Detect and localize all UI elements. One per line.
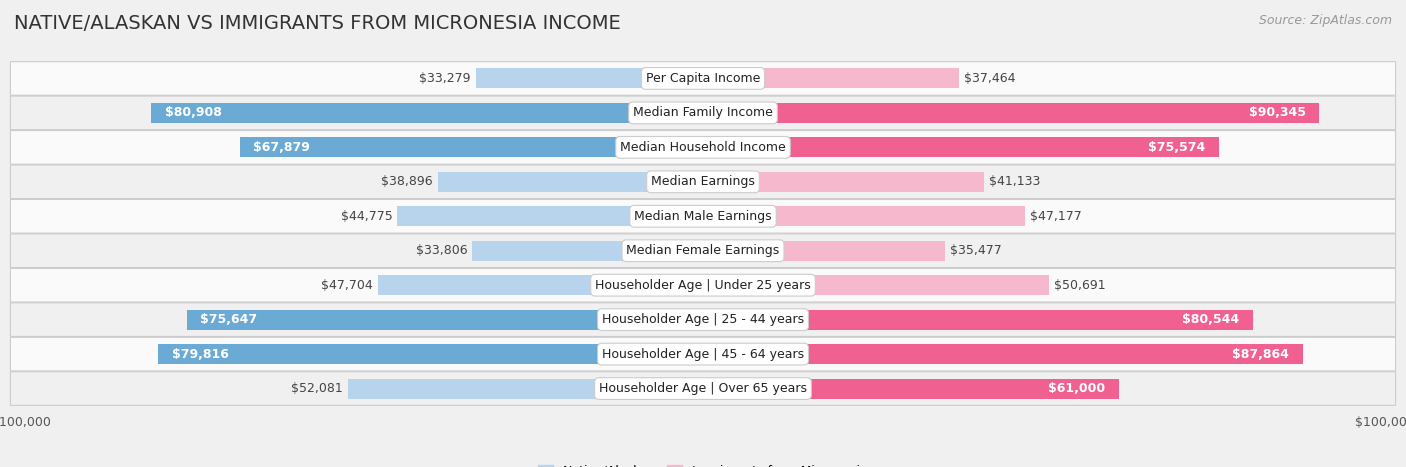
Bar <box>703 275 1049 295</box>
Text: $47,177: $47,177 <box>1031 210 1081 223</box>
Text: $47,704: $47,704 <box>321 279 373 292</box>
Text: Householder Age | 25 - 44 years: Householder Age | 25 - 44 years <box>602 313 804 326</box>
Bar <box>398 206 703 226</box>
Text: $38,896: $38,896 <box>381 175 433 188</box>
Bar <box>475 69 703 88</box>
FancyBboxPatch shape <box>10 131 1396 164</box>
Bar <box>159 344 703 364</box>
Text: Median Male Earnings: Median Male Earnings <box>634 210 772 223</box>
Bar <box>703 172 984 192</box>
Text: Per Capita Income: Per Capita Income <box>645 72 761 85</box>
Bar <box>703 344 1302 364</box>
Text: $75,574: $75,574 <box>1147 141 1205 154</box>
FancyBboxPatch shape <box>10 372 1396 405</box>
Text: Median Household Income: Median Household Income <box>620 141 786 154</box>
Bar <box>377 275 703 295</box>
Text: $80,544: $80,544 <box>1182 313 1239 326</box>
Text: $41,133: $41,133 <box>988 175 1040 188</box>
Bar <box>150 103 703 123</box>
Text: Median Family Income: Median Family Income <box>633 106 773 120</box>
FancyBboxPatch shape <box>10 303 1396 336</box>
FancyBboxPatch shape <box>10 269 1396 302</box>
FancyBboxPatch shape <box>10 165 1396 198</box>
Bar <box>187 310 703 330</box>
Text: Source: ZipAtlas.com: Source: ZipAtlas.com <box>1258 14 1392 27</box>
Bar <box>703 310 1253 330</box>
Text: Median Female Earnings: Median Female Earnings <box>627 244 779 257</box>
Bar <box>703 241 945 261</box>
Text: $50,691: $50,691 <box>1054 279 1105 292</box>
FancyBboxPatch shape <box>10 234 1396 268</box>
Bar <box>240 137 703 157</box>
Bar <box>703 206 1025 226</box>
Text: $75,647: $75,647 <box>201 313 257 326</box>
Legend: Native/Alaskan, Immigrants from Micronesia: Native/Alaskan, Immigrants from Micrones… <box>533 460 873 467</box>
FancyBboxPatch shape <box>10 96 1396 130</box>
Text: $35,477: $35,477 <box>950 244 1002 257</box>
Text: $79,816: $79,816 <box>172 347 229 361</box>
Text: NATIVE/ALASKAN VS IMMIGRANTS FROM MICRONESIA INCOME: NATIVE/ALASKAN VS IMMIGRANTS FROM MICRON… <box>14 14 621 33</box>
Text: $44,775: $44,775 <box>340 210 392 223</box>
FancyBboxPatch shape <box>10 199 1396 233</box>
Bar <box>437 172 703 192</box>
Text: Householder Age | Under 25 years: Householder Age | Under 25 years <box>595 279 811 292</box>
Text: Householder Age | 45 - 64 years: Householder Age | 45 - 64 years <box>602 347 804 361</box>
Text: $33,279: $33,279 <box>419 72 471 85</box>
Text: $80,908: $80,908 <box>165 106 222 120</box>
Text: $61,000: $61,000 <box>1049 382 1105 395</box>
Bar <box>703 103 1319 123</box>
Text: $90,345: $90,345 <box>1249 106 1306 120</box>
FancyBboxPatch shape <box>10 62 1396 95</box>
Text: $52,081: $52,081 <box>291 382 343 395</box>
Bar <box>703 137 1219 157</box>
Text: $37,464: $37,464 <box>963 72 1015 85</box>
Bar <box>703 379 1119 398</box>
Text: $33,806: $33,806 <box>416 244 467 257</box>
Bar <box>347 379 703 398</box>
Text: Median Earnings: Median Earnings <box>651 175 755 188</box>
Text: $67,879: $67,879 <box>253 141 311 154</box>
Bar <box>703 69 959 88</box>
Bar <box>472 241 703 261</box>
Text: Householder Age | Over 65 years: Householder Age | Over 65 years <box>599 382 807 395</box>
Text: $87,864: $87,864 <box>1232 347 1289 361</box>
FancyBboxPatch shape <box>10 337 1396 371</box>
